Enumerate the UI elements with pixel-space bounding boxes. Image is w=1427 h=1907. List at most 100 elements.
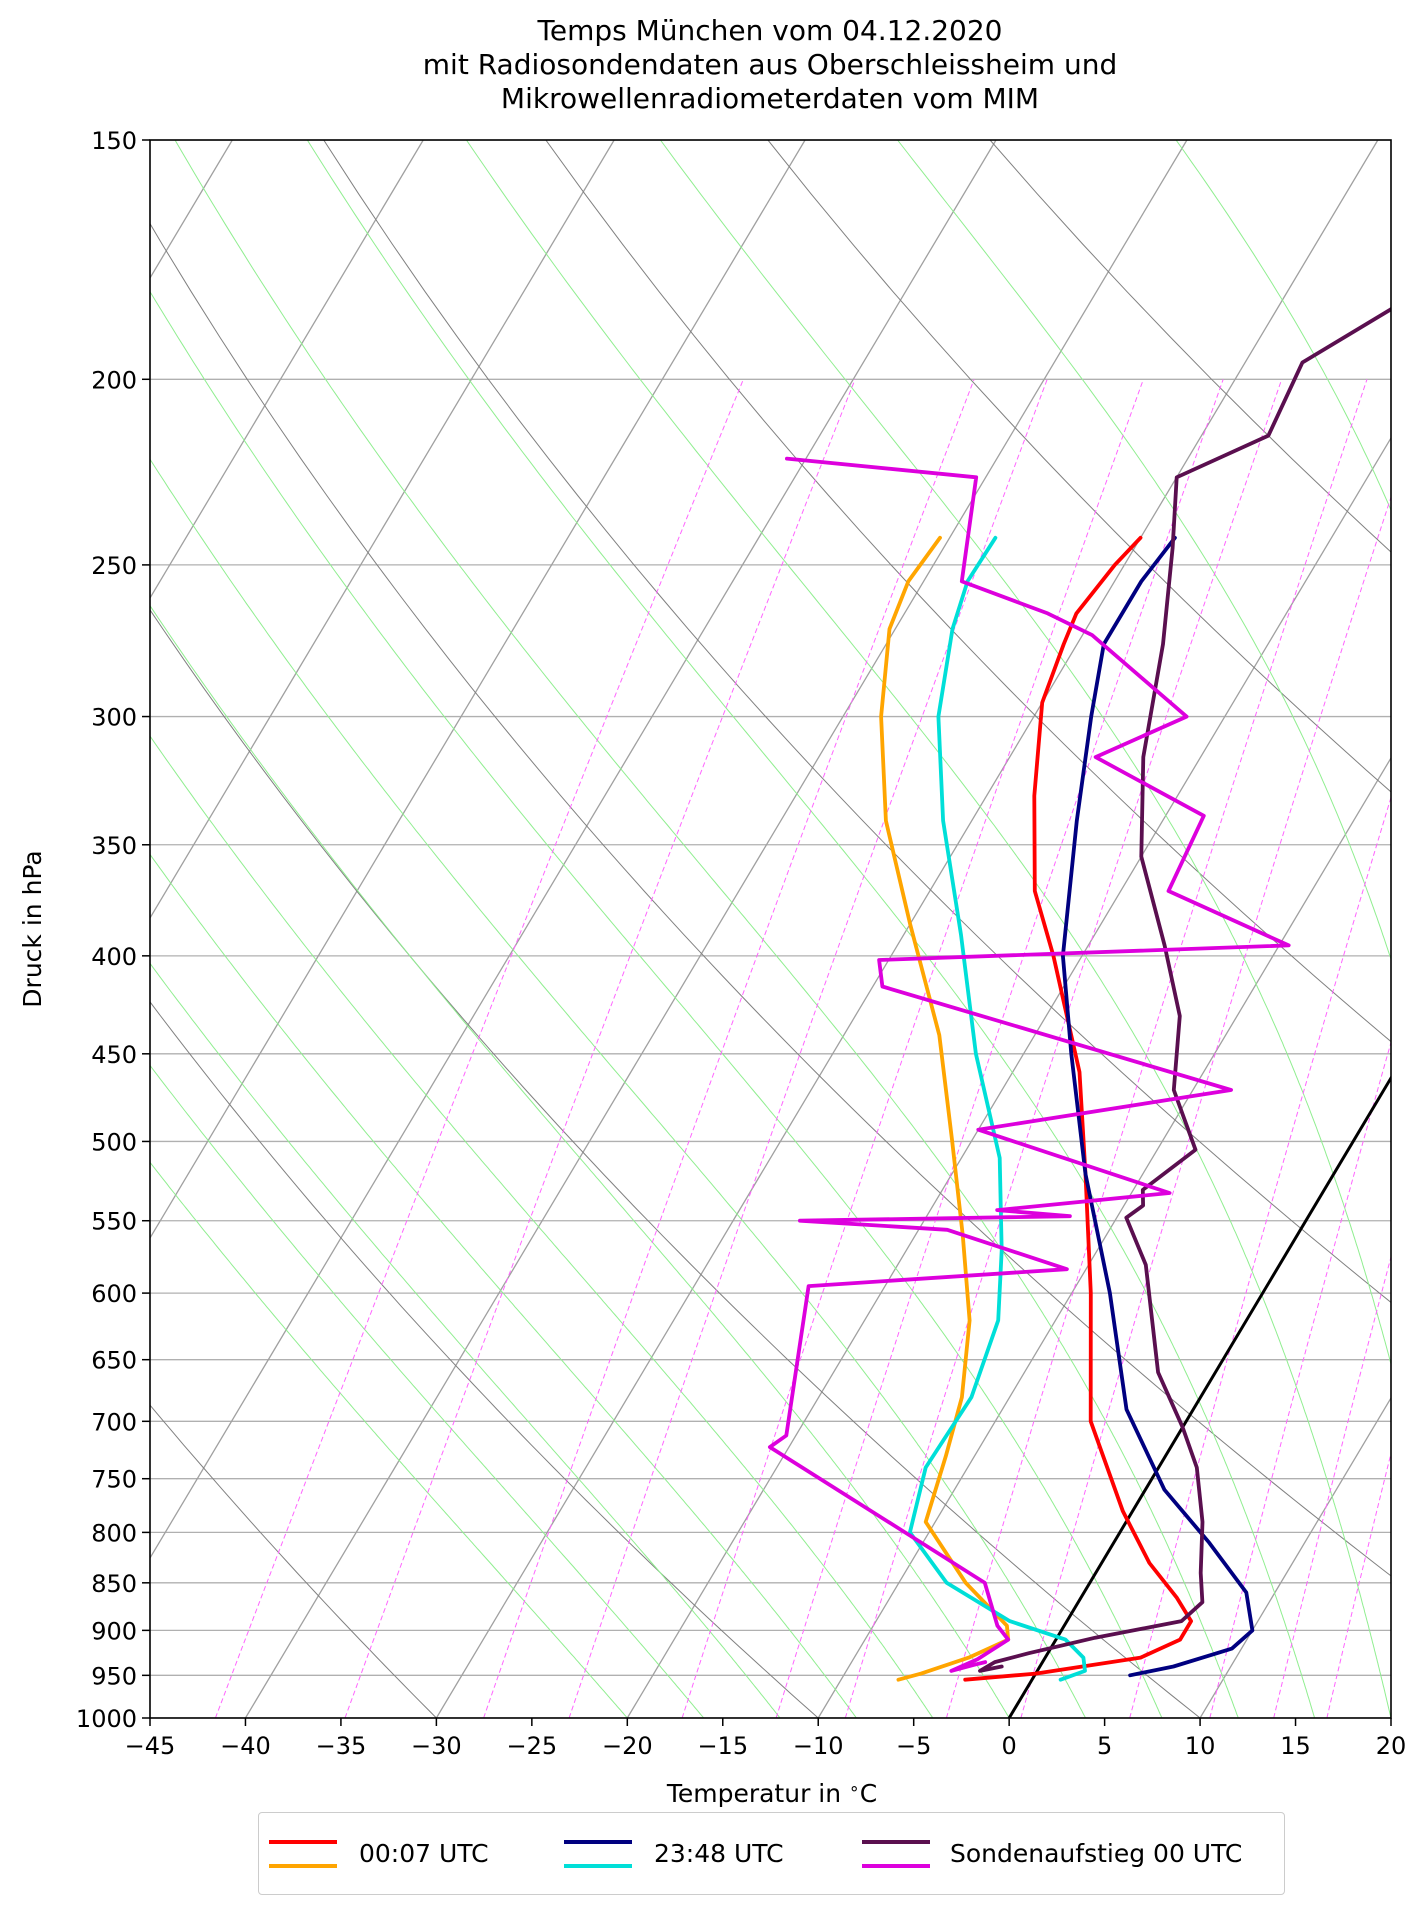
x-tick-label: −15 [697, 1732, 748, 1760]
moist-adiabat [174, 140, 1239, 1718]
mixing-ratio-line [945, 379, 1368, 1718]
moist-adiabat [150, 962, 781, 1718]
legend-label: 23:48 UTC [654, 1839, 784, 1868]
mixing-ratio-line [844, 379, 1283, 1718]
series-line-temperature [1061, 535, 1255, 1678]
moist-adiabat [150, 290, 1163, 1718]
gridlines [150, 140, 1391, 1718]
moist-adiabat [1175, 140, 1391, 512]
legend-swatch-navy [564, 1840, 632, 1844]
x-tick-label: 5 [1097, 1732, 1112, 1760]
zero-isotherm [1007, 1075, 1391, 1718]
moist-adiabat [465, 140, 1391, 1718]
dry-adiabat [150, 1404, 438, 1718]
mixing-ratio-line [214, 379, 744, 1718]
isotherm [150, 140, 615, 920]
legend-swatch-cyan [564, 1864, 632, 1868]
mixing-ratio-line [775, 379, 1224, 1718]
y-tick-label: 700 [91, 1408, 137, 1436]
mixing-ratio-line [1326, 1451, 1391, 1718]
moist-adiabat [150, 735, 934, 1718]
legend-swatch-orange [269, 1864, 337, 1868]
series-line-dewpoint [908, 535, 1087, 1682]
isotherm [244, 140, 1188, 1718]
dry-adiabat [150, 222, 1391, 1577]
y-tick-label: 250 [91, 552, 137, 580]
y-tick-label: 550 [91, 1208, 137, 1236]
x-tick-label: −30 [411, 1732, 462, 1760]
mixing-ratio-line [568, 379, 1048, 1718]
mixing-ratio-line [1020, 495, 1391, 1718]
y-tick-label: 500 [91, 1128, 137, 1156]
y-tick-label: 650 [91, 1347, 137, 1375]
moist-adiabat [150, 604, 1010, 1718]
y-tick-label: 600 [91, 1280, 137, 1308]
x-axis-ticks: −45 −40 −35 −30 −25 −20 −15 −10 −5 0 5 10 15 20 [125, 1718, 1407, 1760]
y-tick-label: 200 [91, 366, 137, 394]
y-tick-label: 400 [91, 943, 137, 971]
series-line-temperature [978, 307, 1391, 1673]
moist-adiabat [306, 140, 1316, 1718]
legend-swatch-purple [862, 1840, 930, 1844]
data-series [768, 307, 1391, 1682]
chart-title-line-2: mit Radiosondendaten aus Oberschleisshei… [422, 48, 1118, 81]
moist-adiabat [896, 140, 1391, 961]
isotherm [1390, 1716, 1391, 1718]
y-tick-label: 850 [91, 1570, 137, 1598]
isotherm [1199, 1396, 1391, 1718]
chart-title-line-1: Temps München vom 04.12.2020 [537, 14, 1003, 47]
moist-adiabat [150, 458, 1086, 1718]
chart-title-line-3: Mikrowellenradiometerdaten vom MIM [500, 82, 1040, 115]
x-tick-label: −20 [602, 1732, 653, 1760]
mixing-ratio-lines [214, 379, 1391, 1718]
y-tick-label: 950 [91, 1662, 137, 1690]
x-tick-label: −40 [220, 1732, 271, 1760]
isotherm [626, 436, 1391, 1718]
y-tick-label: 150 [91, 127, 137, 155]
legend: 00:07 UTC 23:48 UTC Sondenaufstieg 00 UT… [258, 1812, 1285, 1895]
moist-adiabat [659, 140, 1391, 1366]
isotherm [817, 756, 1391, 1718]
mixing-ratio-line [483, 379, 975, 1718]
x-tick-label: −25 [507, 1732, 558, 1760]
y-tick-label: 800 [91, 1519, 137, 1547]
series-line-dewpoint [768, 456, 1291, 1673]
moist-adiabat [150, 1064, 705, 1718]
y-tick-label: 300 [91, 704, 137, 732]
y-tick-label: 1000 [76, 1705, 137, 1733]
y-axis-ticks: 150 200 250 300 350 400 450 500 550 600 650 700 750 8… [76, 127, 150, 1733]
x-tick-label: 20 [1376, 1732, 1407, 1760]
isotherm [1008, 1076, 1391, 1718]
y-tick-label: 450 [91, 1041, 137, 1069]
legend-label: 00:07 UTC [359, 1839, 489, 1868]
dry-adiabat [323, 140, 1391, 1304]
x-tick-label: −35 [316, 1732, 367, 1760]
dry-adiabat [150, 1001, 819, 1718]
zero-degree-isotherm [1007, 1075, 1391, 1718]
isotherm [150, 140, 997, 1560]
y-tick-label: 350 [91, 832, 137, 860]
series-line-temperature [963, 535, 1193, 1682]
isotherm [435, 140, 1379, 1718]
legend-swatch-red [269, 1840, 337, 1844]
y-tick-label: 900 [91, 1617, 137, 1645]
x-tick-label: −10 [793, 1732, 844, 1760]
moist-adiabat [150, 853, 857, 1718]
dry-adiabat [545, 140, 1391, 1043]
dry-adiabat [767, 140, 1391, 793]
y-tick-label: 750 [91, 1466, 137, 1494]
dry-adiabat [150, 609, 1201, 1718]
x-tick-label: 15 [1280, 1732, 1311, 1760]
moist-adiabat [150, 1161, 628, 1718]
legend-swatch-magenta [862, 1864, 930, 1868]
legend-label: Sondenaufstieg 00 UTC [950, 1839, 1243, 1868]
isotherms [150, 140, 1391, 1718]
plot-frame [149, 139, 1392, 1719]
isotherm [150, 140, 806, 1240]
chart-title: Temps München vom 04.12.2020 mit Radioso… [0, 14, 1427, 116]
mixing-ratio-line [1273, 1255, 1391, 1718]
isotherm [150, 140, 424, 600]
x-tick-label: 0 [1002, 1732, 1017, 1760]
x-tick-label: −5 [896, 1732, 931, 1760]
